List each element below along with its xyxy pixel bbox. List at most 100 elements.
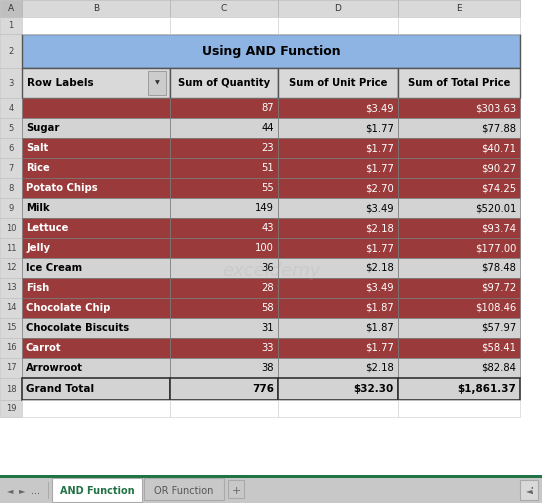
Text: $78.48: $78.48	[481, 263, 516, 273]
Bar	[398, 198, 520, 218]
Bar	[22, 278, 170, 298]
Bar	[0, 278, 22, 298]
Bar	[398, 0, 520, 17]
Text: 10: 10	[6, 223, 16, 232]
Text: ◄: ◄	[7, 486, 13, 495]
Bar	[0, 298, 22, 318]
Bar	[398, 68, 520, 98]
Text: 4: 4	[8, 104, 14, 113]
Text: $2.18: $2.18	[365, 263, 394, 273]
Bar	[170, 68, 278, 98]
Text: B: B	[93, 4, 99, 13]
Bar	[170, 158, 278, 178]
Bar	[0, 400, 22, 417]
Bar	[52, 478, 142, 502]
Bar	[398, 178, 520, 198]
Bar	[170, 400, 278, 417]
Text: 100: 100	[255, 243, 274, 253]
Bar	[170, 258, 278, 278]
Text: ◄: ◄	[526, 486, 532, 495]
Text: Rice: Rice	[26, 163, 50, 173]
Bar	[22, 118, 170, 138]
Bar	[0, 68, 22, 98]
Text: 776: 776	[252, 384, 274, 394]
Text: Sugar: Sugar	[26, 123, 60, 133]
Bar	[0, 478, 55, 503]
Bar	[170, 0, 278, 17]
Bar	[170, 138, 278, 158]
Bar	[278, 158, 398, 178]
Text: C: C	[221, 4, 227, 13]
Text: $82.84: $82.84	[481, 363, 516, 373]
Bar	[22, 318, 170, 338]
Bar	[170, 358, 278, 378]
Bar	[278, 258, 398, 278]
Bar	[278, 178, 398, 198]
Text: 15: 15	[6, 323, 16, 332]
Text: Sum of Unit Price: Sum of Unit Price	[289, 78, 387, 88]
Bar	[398, 118, 520, 138]
Text: $74.25: $74.25	[481, 183, 516, 193]
Text: 9: 9	[8, 204, 14, 212]
Bar	[170, 118, 278, 138]
Text: 33: 33	[261, 343, 274, 353]
Bar	[0, 34, 22, 68]
Text: $3.49: $3.49	[365, 283, 394, 293]
Bar	[170, 238, 278, 258]
Text: $177.00: $177.00	[475, 243, 516, 253]
Bar	[398, 318, 520, 338]
Bar	[170, 278, 278, 298]
Text: Carrot: Carrot	[26, 343, 62, 353]
Bar	[398, 278, 520, 298]
Text: 17: 17	[5, 364, 16, 373]
Bar	[170, 98, 278, 118]
Text: 43: 43	[261, 223, 274, 233]
Text: 16: 16	[5, 344, 16, 353]
Text: $40.71: $40.71	[481, 143, 516, 153]
Bar	[22, 138, 170, 158]
Text: $77.88: $77.88	[481, 123, 516, 133]
Text: Ice Cream: Ice Cream	[26, 263, 82, 273]
Text: $58.41: $58.41	[481, 343, 516, 353]
Bar	[278, 400, 398, 417]
Text: 87: 87	[261, 103, 274, 113]
Text: Row Labels: Row Labels	[27, 78, 94, 88]
Bar	[278, 338, 398, 358]
Text: $3.49: $3.49	[365, 103, 394, 113]
Text: Arrowroot: Arrowroot	[26, 363, 83, 373]
Bar	[278, 218, 398, 238]
Text: Using AND Function: Using AND Function	[202, 44, 340, 57]
Text: $1,861.37: $1,861.37	[457, 384, 516, 394]
Bar	[0, 358, 22, 378]
Bar	[0, 238, 22, 258]
Bar	[170, 17, 278, 34]
Bar	[0, 98, 22, 118]
Text: exceldemy: exceldemy	[222, 263, 320, 281]
Text: Salt: Salt	[26, 143, 48, 153]
Text: $303.63: $303.63	[475, 103, 516, 113]
Bar	[398, 158, 520, 178]
Text: $2.18: $2.18	[365, 363, 394, 373]
Bar	[22, 338, 170, 358]
Bar	[278, 198, 398, 218]
Text: $1.77: $1.77	[365, 163, 394, 173]
Bar	[22, 0, 170, 17]
Text: 12: 12	[6, 264, 16, 273]
Text: 23: 23	[261, 143, 274, 153]
Bar	[0, 318, 22, 338]
Bar	[278, 0, 398, 17]
Bar	[22, 258, 170, 278]
Bar	[398, 238, 520, 258]
Text: 11: 11	[6, 243, 16, 253]
Bar	[48, 482, 49, 499]
Text: Potato Chips: Potato Chips	[26, 183, 98, 193]
Text: :: :	[530, 483, 534, 497]
Text: 149: 149	[255, 203, 274, 213]
Bar	[398, 258, 520, 278]
Bar	[170, 198, 278, 218]
Text: ...: ...	[30, 485, 40, 495]
Text: $90.27: $90.27	[481, 163, 516, 173]
Bar	[398, 138, 520, 158]
Bar	[0, 198, 22, 218]
Bar	[22, 98, 170, 118]
